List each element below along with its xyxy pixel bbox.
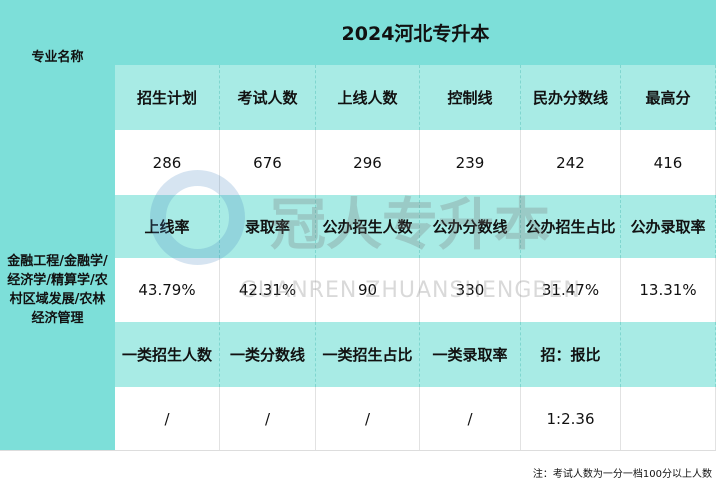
page-title: 2024河北专升本 — [341, 23, 490, 45]
value-cell: / — [115, 387, 220, 450]
label-cell: 民办分数线 — [521, 65, 621, 130]
major-header: 专业名称 — [0, 0, 115, 110]
value-cell: 286 — [115, 130, 220, 195]
label-cell: 一类录取率 — [420, 322, 521, 387]
label-cell: 招生计划 — [115, 65, 220, 130]
label-cell: 公办分数线 — [420, 195, 521, 258]
value-cell: 242 — [521, 130, 621, 195]
value-cell: / — [420, 387, 521, 450]
value-cell: 90 — [316, 258, 420, 322]
value-cell: 296 — [316, 130, 420, 195]
title-bar — [0, 0, 716, 65]
value-cell: 676 — [220, 130, 316, 195]
major-name: 金融工程/金融学/经济学/精算学/农村区域发展/农林经济管理 — [0, 130, 115, 450]
label-cell: 公办招生占比 — [521, 195, 621, 258]
label-cell: 最高分 — [621, 65, 716, 130]
label-cell: 上线人数 — [316, 65, 420, 130]
value-cell: 416 — [621, 130, 716, 195]
label-cell: 控制线 — [420, 65, 521, 130]
label-cell: 公办录取率 — [621, 195, 716, 258]
value-cell: 13.31% — [621, 258, 716, 322]
label-cell: 考试人数 — [220, 65, 316, 130]
value-cell — [621, 387, 716, 450]
label-cell — [621, 322, 716, 387]
value-cell: 42.31% — [220, 258, 316, 322]
value-cell: 239 — [420, 130, 521, 195]
label-cell: 招：报比 — [521, 322, 621, 387]
value-cell: 31.47% — [521, 258, 621, 322]
footnote: 注：考试人数为一分一档100分以上人数 — [0, 450, 716, 486]
value-cell: / — [220, 387, 316, 450]
label-cell: 录取率 — [220, 195, 316, 258]
value-cell: / — [316, 387, 420, 450]
label-cell: 一类分数线 — [220, 322, 316, 387]
value-cell: 43.79% — [115, 258, 220, 322]
label-cell: 一类招生人数 — [115, 322, 220, 387]
major-header-spacer — [0, 110, 115, 130]
label-cell: 上线率 — [115, 195, 220, 258]
label-cell: 公办招生人数 — [316, 195, 420, 258]
value-cell: 330 — [420, 258, 521, 322]
label-cell: 一类招生占比 — [316, 322, 420, 387]
value-cell: 1:2.36 — [521, 387, 621, 450]
